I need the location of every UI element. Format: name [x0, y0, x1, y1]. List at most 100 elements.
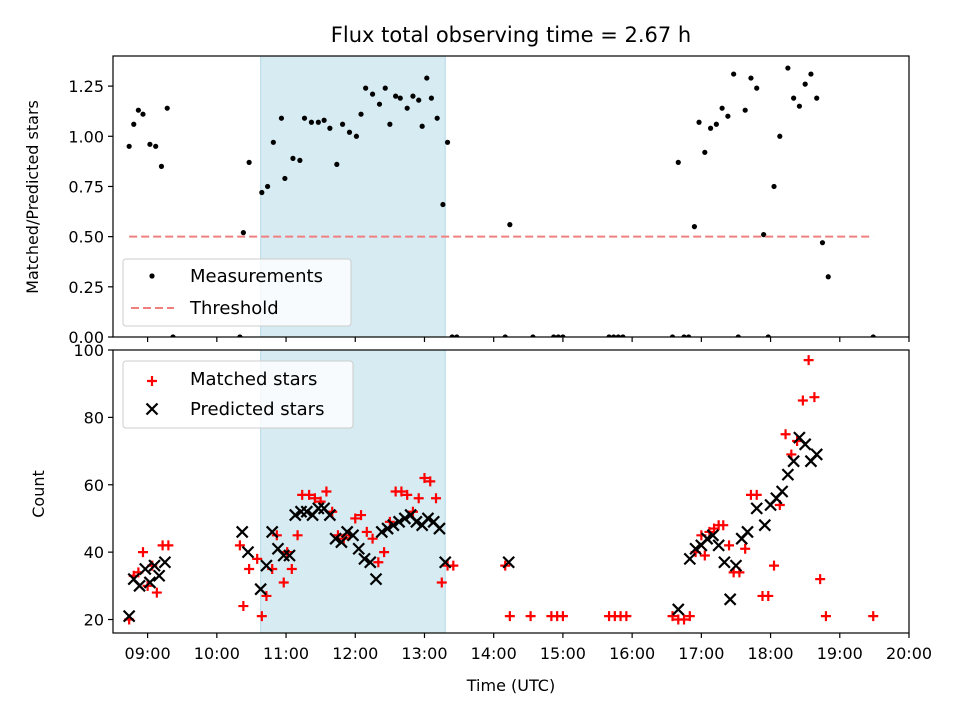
measurement-point	[404, 105, 410, 111]
predicted-star-marker	[294, 505, 308, 518]
matched-star-marker	[809, 392, 820, 403]
measurement-point	[560, 334, 566, 337]
measurement-point	[428, 95, 434, 101]
matched-star-marker	[244, 563, 255, 574]
y-tick-label: 40	[84, 543, 104, 562]
measurement-point	[382, 85, 388, 91]
measurement-point	[270, 139, 276, 145]
measurement-point	[240, 230, 246, 236]
measurement-point	[731, 71, 737, 77]
measurement-point	[315, 119, 321, 125]
plot-area	[122, 355, 879, 625]
y-tick-label: 0.25	[68, 278, 104, 297]
predicted-star-marker	[787, 454, 800, 468]
matched-star-marker	[621, 611, 632, 622]
predicted-star-marker	[312, 502, 325, 515]
predicted-star-marker	[375, 525, 389, 539]
matched-star-marker	[151, 587, 162, 598]
measurement-point	[170, 334, 176, 337]
x-tick-label: 15:00	[540, 644, 586, 663]
predicted-star-marker	[283, 549, 296, 562]
predicted-star-marker	[438, 555, 452, 569]
legend-label: Measurements	[190, 266, 323, 287]
predicted-star-marker	[133, 579, 146, 593]
predicted-star-marker	[158, 555, 172, 569]
matched-star-marker	[396, 486, 407, 497]
predicted-star-marker	[758, 518, 772, 532]
measurement-point	[282, 175, 288, 182]
measurement-point	[140, 111, 146, 117]
matched-star-marker	[356, 510, 367, 521]
axes-frame	[112, 349, 910, 634]
measurement-point	[339, 121, 346, 127]
legend-label: Matched stars	[190, 369, 317, 390]
y-tick-label: 1.00	[68, 127, 104, 146]
matched-star-marker	[238, 601, 249, 612]
measurement-point	[686, 334, 692, 337]
x-tick-label: 12:00	[332, 644, 378, 663]
measurement-point	[606, 334, 612, 337]
predicted-star-marker	[235, 525, 249, 539]
predicted-star-marker	[254, 582, 267, 596]
y-tick-label: 0.00	[68, 328, 104, 347]
legend-predicted-swatch	[145, 402, 159, 416]
measurement-point	[301, 115, 308, 121]
predicted-star-marker	[329, 532, 342, 545]
measurement-point	[870, 334, 876, 337]
x-tick-label: 13:00	[401, 644, 447, 663]
measurement-point	[675, 159, 681, 165]
matched-star-marker	[667, 611, 678, 622]
matched-star-marker	[763, 590, 774, 601]
predicted-star-marker	[689, 542, 702, 556]
matched-star-marker	[367, 533, 378, 544]
legend-measurement-swatch	[149, 273, 155, 279]
y-tick-label: 1.25	[68, 77, 104, 96]
matched-star-marker	[740, 543, 751, 554]
measurement-point	[444, 139, 451, 145]
measurement-point	[246, 159, 252, 165]
axes-frame	[112, 55, 910, 338]
matched-star-marker	[684, 611, 695, 622]
measurement-point	[765, 334, 771, 337]
measurement-point	[434, 115, 440, 121]
measurement-point	[681, 334, 687, 337]
legend-ratio: Measurements Threshold	[122, 258, 352, 327]
predicted-star-marker	[148, 559, 161, 572]
predicted-star-marker	[775, 485, 789, 498]
matched-star-marker	[868, 611, 879, 622]
measurement-point	[297, 157, 303, 163]
x-axis-label: Time (UTC)	[466, 676, 555, 695]
measurement-point	[369, 91, 376, 97]
measurement-point	[131, 121, 137, 127]
measurement-point	[135, 107, 141, 113]
predicted-star-marker	[277, 549, 291, 562]
measurement-point	[502, 334, 508, 337]
measurement-point	[713, 121, 719, 127]
x-tick-label: 18:00	[748, 644, 794, 663]
x-tick-label: 19:00	[817, 644, 863, 663]
measurement-point	[290, 155, 296, 161]
predicted-star-marker	[340, 525, 354, 539]
predicted-star-marker	[152, 569, 166, 583]
matched-star-marker	[286, 563, 297, 574]
y-tick-label: 0.75	[68, 177, 104, 196]
measurement-point	[551, 334, 557, 337]
predicted-star-marker	[810, 448, 823, 461]
measurement-point	[555, 334, 561, 337]
matched-star-marker	[724, 540, 735, 551]
predicted-star-marker	[363, 555, 377, 569]
predicted-star-marker	[798, 438, 812, 451]
matched-star-marker	[751, 489, 762, 500]
measurement-point	[696, 119, 702, 125]
measurement-point	[742, 107, 748, 113]
predicted-star-marker	[260, 559, 273, 572]
measurement-point	[814, 95, 820, 101]
measurement-point	[440, 201, 446, 208]
measurement-point	[702, 149, 708, 155]
measurement-point	[321, 117, 327, 123]
measurement-point	[153, 143, 159, 149]
predicted-star-marker	[398, 512, 412, 525]
measurement-point	[358, 111, 364, 117]
predicted-star-marker	[712, 539, 725, 552]
